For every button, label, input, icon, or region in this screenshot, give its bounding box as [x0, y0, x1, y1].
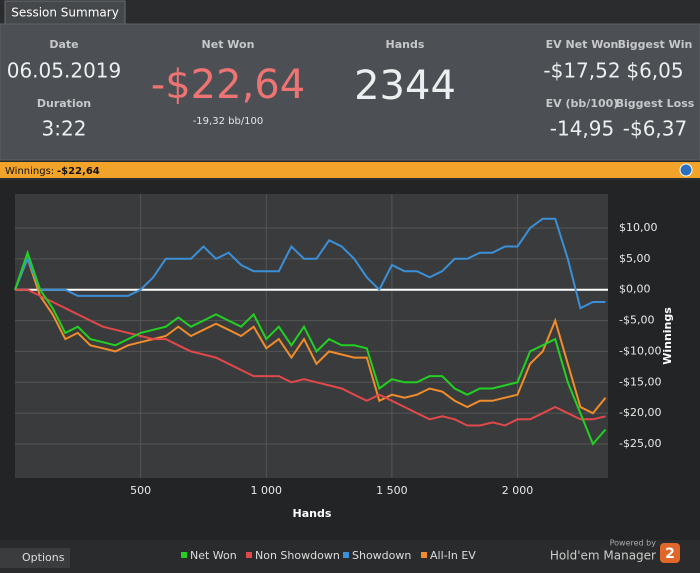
stat-sub: -19,32 bb/100 [193, 116, 264, 127]
legend-swatch [181, 552, 187, 558]
stat-label: Biggest Win [618, 38, 693, 51]
winnings-value: -$22,64 [57, 166, 100, 177]
stats-panel [0, 23, 700, 161]
stat-label: EV (bb/100) [546, 97, 619, 110]
stat-value: -14,95 [550, 117, 614, 141]
brand: Hold'em Manager [550, 549, 656, 563]
legend-swatch [246, 552, 252, 558]
y-tick-label: -$20,00 [619, 406, 661, 419]
legend-swatch [421, 552, 427, 558]
legend-label: Net Won [190, 549, 237, 562]
stat-label: Duration [37, 97, 91, 110]
series-line [14, 217, 606, 310]
legend-label: All-In EV [430, 549, 476, 562]
stat-label: Date [49, 38, 78, 51]
y-tick-label: -$5,00 [619, 314, 654, 327]
legend-label: Non Showdown [255, 549, 340, 562]
brand-badge [660, 543, 680, 563]
footer-bar [0, 540, 700, 573]
y-tick-label: $5,00 [619, 252, 651, 265]
series-line [14, 249, 607, 446]
stat-value: $6,05 [626, 59, 683, 83]
stat-value: -$6,37 [623, 117, 687, 141]
options-button[interactable] [0, 548, 70, 568]
y-tick-label: $10,00 [619, 221, 658, 234]
tab-title[interactable]: Session Summary [11, 6, 119, 20]
stat-value: -$22,64 [151, 62, 305, 108]
y-tick-label: -$10,00 [619, 344, 661, 357]
stat-label: Biggest Loss [616, 97, 695, 110]
x-axis-label: Hands [293, 507, 332, 520]
brand-badge-text: 2 [665, 546, 675, 562]
winnings-bar [0, 162, 700, 178]
x-tick-label: 2 000 [502, 484, 534, 497]
stat-label: EV Net Won [546, 38, 619, 51]
help-icon[interactable] [679, 163, 693, 177]
legend-swatch [343, 552, 349, 558]
legend-label: Showdown [352, 549, 411, 562]
stat-value: 3:22 [42, 117, 87, 141]
series-line [14, 255, 607, 415]
options-label[interactable]: Options [22, 551, 65, 564]
stat-label: Hands [386, 38, 425, 51]
winnings-label: Winnings: [5, 166, 54, 177]
x-tick-label: 1 500 [376, 484, 408, 497]
powered-by: Powered by [610, 539, 657, 548]
stat-value: 2344 [354, 63, 456, 109]
plot-area [15, 194, 608, 478]
y-tick-label: -$25,00 [619, 437, 661, 450]
y-tick-label: $0,00 [619, 283, 651, 296]
x-tick-label: 500 [130, 484, 151, 497]
stat-value: -$17,52 [543, 59, 620, 83]
series-line [15, 288, 606, 427]
stat-value: 06.05.2019 [7, 59, 122, 83]
x-tick-label: 1 000 [251, 484, 283, 497]
stat-label: Net Won [202, 38, 255, 51]
y-tick-label: -$15,00 [619, 375, 661, 388]
y-axis-label: Winnings [661, 307, 674, 365]
